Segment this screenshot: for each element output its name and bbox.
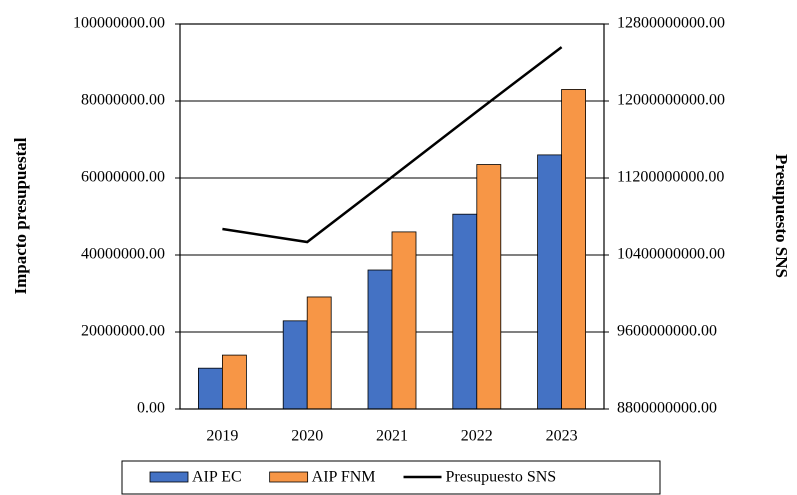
x-tick-label: 2022 — [461, 428, 493, 445]
y2-tick-label: 11200000000.00 — [617, 169, 724, 186]
legend-box — [121, 460, 661, 495]
legend-label: Presupuesto SNS — [446, 469, 557, 486]
legend-label: AIP FNM — [312, 469, 376, 486]
x-tick-label: 2019 — [206, 428, 238, 445]
y-tick-label: 20000000.00 — [81, 323, 165, 340]
y2-axis-title: Presupuesto SNS — [772, 154, 791, 278]
plot-frame — [179, 23, 605, 410]
y-axis-title: Impacto presupuestal — [11, 137, 30, 294]
y-tick-label: 80000000.00 — [81, 92, 165, 109]
x-tick-label: 2021 — [376, 428, 408, 445]
x-tick-label: 2023 — [546, 428, 578, 445]
y2-tick-label: 12000000000.00 — [617, 92, 725, 109]
line — [222, 46, 563, 244]
legend-swatch — [269, 471, 309, 483]
bar — [561, 89, 586, 410]
bar — [367, 269, 393, 410]
y-tick-label: 100000000.00 — [73, 15, 165, 32]
bar — [537, 154, 562, 410]
legend-label: AIP EC — [192, 469, 242, 486]
bar — [391, 231, 417, 410]
y2-tick-label: 8800000000.00 — [617, 400, 717, 417]
legend-swatch — [149, 471, 189, 483]
y2-tick-label: 9600000000.00 — [617, 323, 717, 340]
x-tick-label: 2020 — [291, 428, 323, 445]
bar — [197, 367, 223, 410]
y-tick-label: 60000000.00 — [81, 169, 165, 186]
bar — [221, 354, 247, 410]
y-tick-label: 40000000.00 — [81, 246, 165, 263]
bar — [476, 164, 502, 410]
bar — [282, 320, 308, 410]
y-tick-label: 0.00 — [137, 400, 165, 417]
y2-tick-label: 12800000000.00 — [617, 15, 725, 32]
bar — [452, 213, 478, 410]
bar — [306, 296, 332, 410]
y2-tick-label: 10400000000.00 — [617, 246, 725, 263]
